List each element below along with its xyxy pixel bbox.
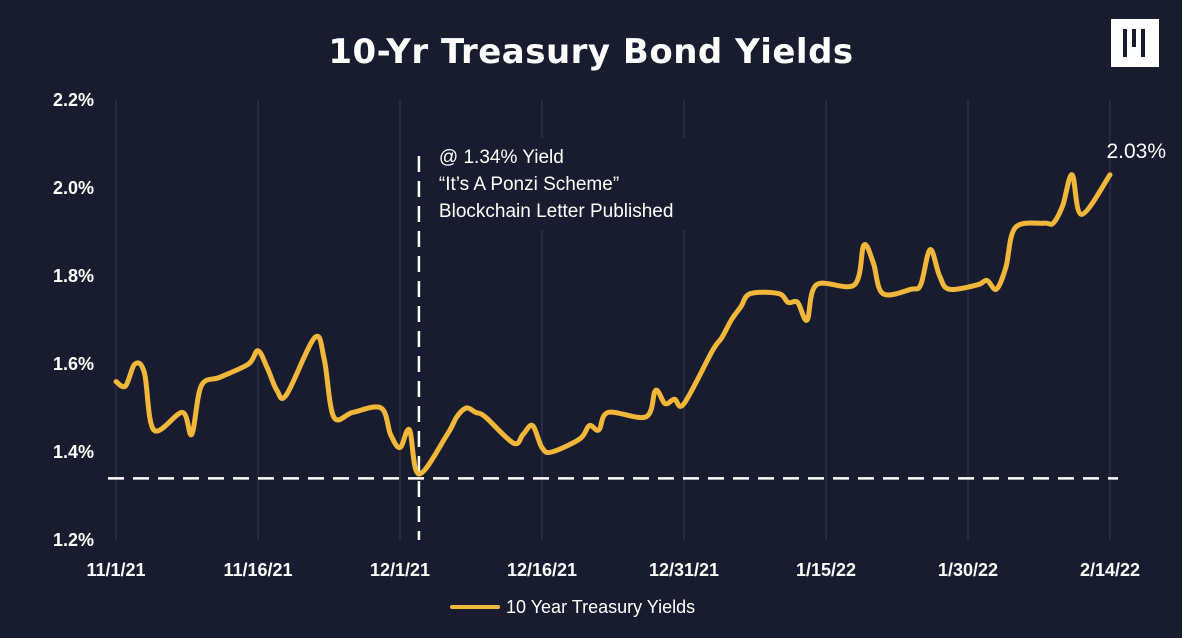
annotation-text-line: “It’s A Ponzi Scheme” bbox=[439, 174, 619, 195]
annotation-text-line: Blockchain Letter Published bbox=[439, 201, 673, 222]
reference-lines bbox=[108, 156, 1118, 540]
axis-tick-labels: 11/1/21 11/16/21 12/1/21 12/16/21 12/31/21 1/… bbox=[53, 90, 1140, 580]
x-tick-label: 2/14/22 bbox=[1080, 560, 1140, 580]
x-tick-label: 12/16/21 bbox=[507, 560, 577, 580]
legend: 10 Year Treasury Yields bbox=[450, 596, 695, 618]
y-tick-label: 1.8% bbox=[53, 266, 94, 286]
series-layer bbox=[113, 172, 1113, 477]
x-tick-label: 1/30/22 bbox=[938, 560, 998, 580]
y-tick-label: 1.6% bbox=[53, 354, 94, 374]
legend-label: 10 Year Treasury Yields bbox=[506, 596, 696, 617]
annotation-text-line: @ 1.34% Yield bbox=[439, 147, 564, 168]
chart-title: 10-Yr Treasury Bond Yields bbox=[328, 32, 854, 72]
end-value-label: 2.03% bbox=[1106, 140, 1166, 163]
series-line-10-year-treasury-yields bbox=[113, 172, 1113, 477]
x-tick-label: 12/1/21 bbox=[370, 560, 430, 580]
y-tick-label: 1.4% bbox=[53, 442, 94, 462]
y-tick-label: 2.0% bbox=[53, 178, 94, 198]
x-tick-label: 11/1/21 bbox=[86, 560, 145, 580]
annotation-background bbox=[428, 138, 729, 230]
brand-logo-icon bbox=[1111, 19, 1159, 67]
x-tick-label: 11/16/21 bbox=[223, 560, 292, 580]
x-tick-label: 1/15/22 bbox=[796, 560, 856, 580]
x-tick-label: 12/31/21 bbox=[649, 560, 719, 580]
legend-swatch bbox=[450, 605, 500, 609]
y-tick-label: 2.2% bbox=[53, 90, 94, 110]
y-tick-label: 1.2% bbox=[53, 530, 94, 550]
annotation: @ 1.34% Yield “It’s A Ponzi Scheme” Blockc… bbox=[428, 138, 1166, 230]
